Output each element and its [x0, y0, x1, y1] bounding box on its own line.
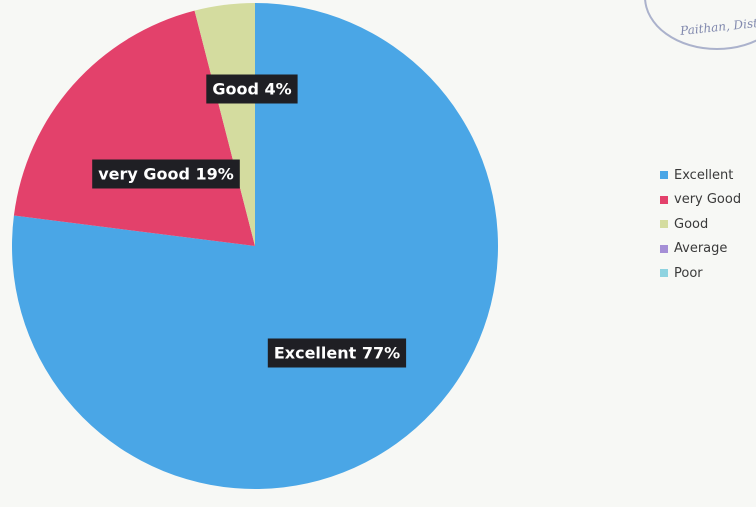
legend-item-excellent: Excellent — [660, 163, 756, 188]
data-label-very-good: very Good 19% — [92, 159, 240, 189]
pie-slice-good — [194, 2, 255, 246]
legend-label-very-good: very Good — [674, 192, 742, 208]
data-label-box — [92, 159, 240, 189]
legend-item-good: Good — [660, 212, 756, 237]
legend-item-very-good: very Good — [660, 188, 756, 213]
legend-label-good: Good — [674, 216, 709, 232]
legend-swatch-poor — [660, 269, 668, 278]
stamp-text: Paithan, Dist — [679, 15, 756, 39]
data-label-text: Good 4% — [212, 80, 291, 99]
data-label-good: Good 4% — [206, 74, 298, 104]
data-label-box — [267, 338, 407, 368]
chart-legend: Excellent very Good Good Average Poor — [660, 163, 756, 286]
legend-item-poor: Poor — [660, 261, 756, 286]
legend-label-average: Average — [674, 241, 728, 257]
data-label-excellent: Excellent 77% — [267, 338, 407, 368]
legend-swatch-very-good — [660, 195, 668, 204]
legend-item-average: Average — [660, 237, 756, 262]
legend-swatch-average — [660, 244, 668, 253]
legend-swatch-excellent — [660, 171, 668, 180]
data-label-text: Excellent 77% — [274, 344, 400, 363]
legend-label-poor: Poor — [674, 265, 703, 281]
data-label-text: very Good 19% — [98, 165, 234, 184]
legend-swatch-good — [660, 220, 668, 229]
data-label-box — [206, 74, 298, 104]
legend-label-excellent: Excellent — [674, 167, 734, 183]
